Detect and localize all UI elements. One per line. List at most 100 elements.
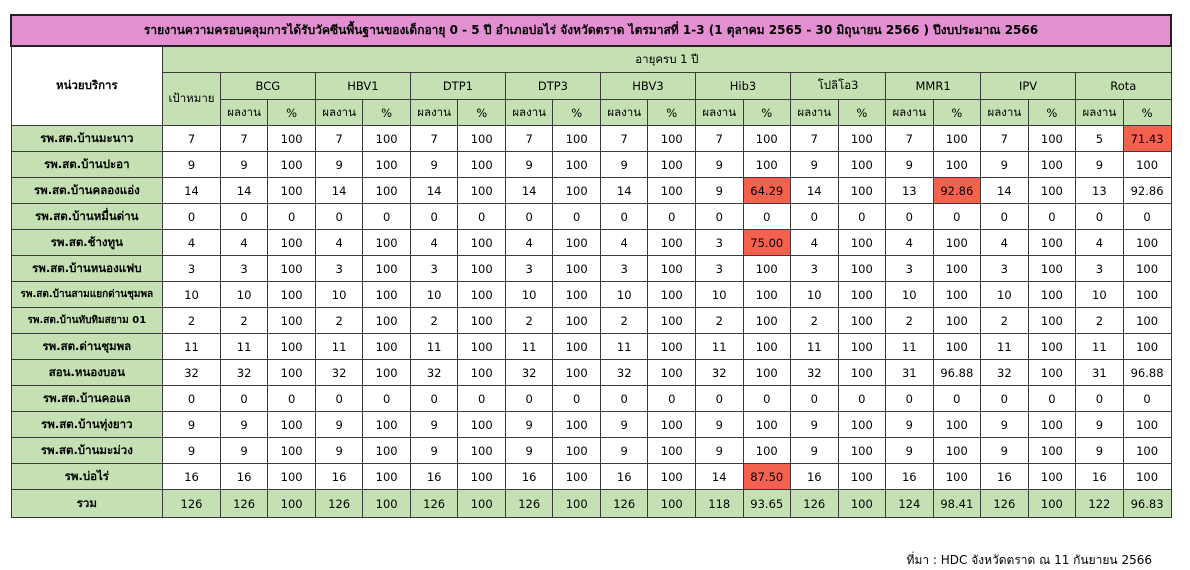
result-value: 32 xyxy=(409,359,459,386)
percent-value: 100 xyxy=(457,281,506,308)
total-result: 126 xyxy=(980,489,1029,518)
coverage-report: รายงานความครอบคลุมการได้รับวัคซีนพื้นฐาน… xyxy=(10,14,1172,567)
result-value: 14 xyxy=(219,177,269,204)
percent-value: 100 xyxy=(267,177,316,204)
vaccine-coverage-table: รายงานความครอบคลุมการได้รับวัคซีนพื้นฐาน… xyxy=(10,14,1172,518)
result-value: 32 xyxy=(314,359,364,386)
percent-value: 100 xyxy=(457,463,506,490)
percent-value: 100 xyxy=(837,307,887,334)
result-value: 16 xyxy=(219,463,269,490)
vaccine-header: HBV3 xyxy=(599,72,696,100)
percent-value: 96.88 xyxy=(932,359,982,386)
vaccine-header: Hib3 xyxy=(694,72,792,100)
table-row: รพ.สต.บ้านมะม่วง 9 9 100 9 100 9 100 9 100 9 100 9 10… xyxy=(10,437,1172,464)
target-header: เป้าหมาย xyxy=(162,72,221,126)
result-value: 4 xyxy=(790,229,839,256)
target-value: 11 xyxy=(162,333,221,360)
total-result: 118 xyxy=(694,489,744,518)
result-value: 2 xyxy=(980,307,1029,334)
result-value: 2 xyxy=(1075,307,1124,334)
result-value: 10 xyxy=(599,281,649,308)
result-value: 9 xyxy=(1075,437,1124,464)
result-value: 3 xyxy=(504,255,554,282)
percent-value: 100 xyxy=(457,333,506,360)
result-value: 0 xyxy=(790,203,839,230)
result-value: 7 xyxy=(980,125,1029,152)
result-value: 9 xyxy=(694,411,744,438)
result-value: 16 xyxy=(980,463,1029,490)
result-value: 0 xyxy=(314,203,364,230)
target-value: 16 xyxy=(162,463,221,490)
percent-value: 100 xyxy=(1027,437,1077,464)
percent-value: 100 xyxy=(647,177,696,204)
percent-value: 100 xyxy=(362,151,411,178)
percent-value: 100 xyxy=(552,333,601,360)
percent-value: 100 xyxy=(837,151,887,178)
result-value: 32 xyxy=(980,359,1029,386)
result-value: 14 xyxy=(599,177,649,204)
percent-value: 0 xyxy=(267,203,316,230)
result-value: 32 xyxy=(694,359,744,386)
percent-value: 100 xyxy=(1027,125,1077,152)
percent-value: 100 xyxy=(837,333,887,360)
result-value: 9 xyxy=(219,411,269,438)
percent-value: 0 xyxy=(552,203,601,230)
result-value: 7 xyxy=(409,125,459,152)
percent-value: 100 xyxy=(837,463,887,490)
result-value: 9 xyxy=(885,151,934,178)
total-result: 126 xyxy=(504,489,554,518)
percent-value: 64.29 xyxy=(742,177,792,204)
result-value: 4 xyxy=(219,229,269,256)
result-value: 7 xyxy=(790,125,839,152)
unit-name: รพ.สต.บ้านมะม่วง xyxy=(10,437,164,464)
result-value: 3 xyxy=(790,255,839,282)
total-percent: 100 xyxy=(267,489,316,518)
percent-value: 100 xyxy=(647,229,696,256)
percent-value: 100 xyxy=(932,333,982,360)
percent-value: 100 xyxy=(552,411,601,438)
percent-value: 100 xyxy=(1027,229,1077,256)
percent-subheader: % xyxy=(742,99,792,126)
result-value: 4 xyxy=(599,229,649,256)
result-value: 10 xyxy=(219,281,269,308)
percent-value: 100 xyxy=(742,333,792,360)
table-row: รพ.สต.บ้านทับทิมสยาม 01 2 2 100 2 100 2 100 2 100… xyxy=(10,307,1172,334)
unit-name: รพ.สต.ด่านชุมพล xyxy=(10,333,164,360)
percent-value: 92.86 xyxy=(1122,177,1172,204)
result-value: 7 xyxy=(599,125,649,152)
result-value: 9 xyxy=(504,411,554,438)
result-value: 9 xyxy=(504,437,554,464)
result-value: 11 xyxy=(599,333,649,360)
result-value: 3 xyxy=(694,229,744,256)
result-value: 9 xyxy=(504,151,554,178)
percent-value: 0 xyxy=(932,203,982,230)
percent-value: 100 xyxy=(552,177,601,204)
percent-value: 0 xyxy=(837,385,887,412)
result-value: 3 xyxy=(314,255,364,282)
percent-value: 100 xyxy=(932,151,982,178)
result-value: 9 xyxy=(980,411,1029,438)
result-subheader: ผลงาน xyxy=(1075,99,1124,126)
percent-value: 100 xyxy=(457,177,506,204)
table-row: รพ.สต.บ้านทุ่งยาว 9 9 100 9 100 9 100 9 100 9 100 9 1… xyxy=(10,411,1172,438)
percent-subheader: % xyxy=(552,99,601,126)
unit-name: รพ.สต.บ้านมะนาว xyxy=(10,125,164,152)
result-value: 7 xyxy=(314,125,364,152)
total-result: 126 xyxy=(219,489,269,518)
result-value: 10 xyxy=(694,281,744,308)
percent-value: 100 xyxy=(742,359,792,386)
result-value: 16 xyxy=(885,463,934,490)
percent-subheader: % xyxy=(932,99,982,126)
percent-value: 100 xyxy=(932,411,982,438)
result-value: 0 xyxy=(504,203,554,230)
result-value: 2 xyxy=(219,307,269,334)
table-row: รพ.สต.ด่านชุมพล 11 11 100 11 100 11 100 11 100 11 1… xyxy=(10,333,1172,360)
percent-value: 100 xyxy=(837,177,887,204)
result-value: 16 xyxy=(314,463,364,490)
result-value: 32 xyxy=(599,359,649,386)
percent-subheader: % xyxy=(1122,99,1172,126)
percent-value: 100 xyxy=(362,437,411,464)
total-result: 122 xyxy=(1075,489,1124,518)
percent-value: 100 xyxy=(362,359,411,386)
result-value: 0 xyxy=(980,385,1029,412)
